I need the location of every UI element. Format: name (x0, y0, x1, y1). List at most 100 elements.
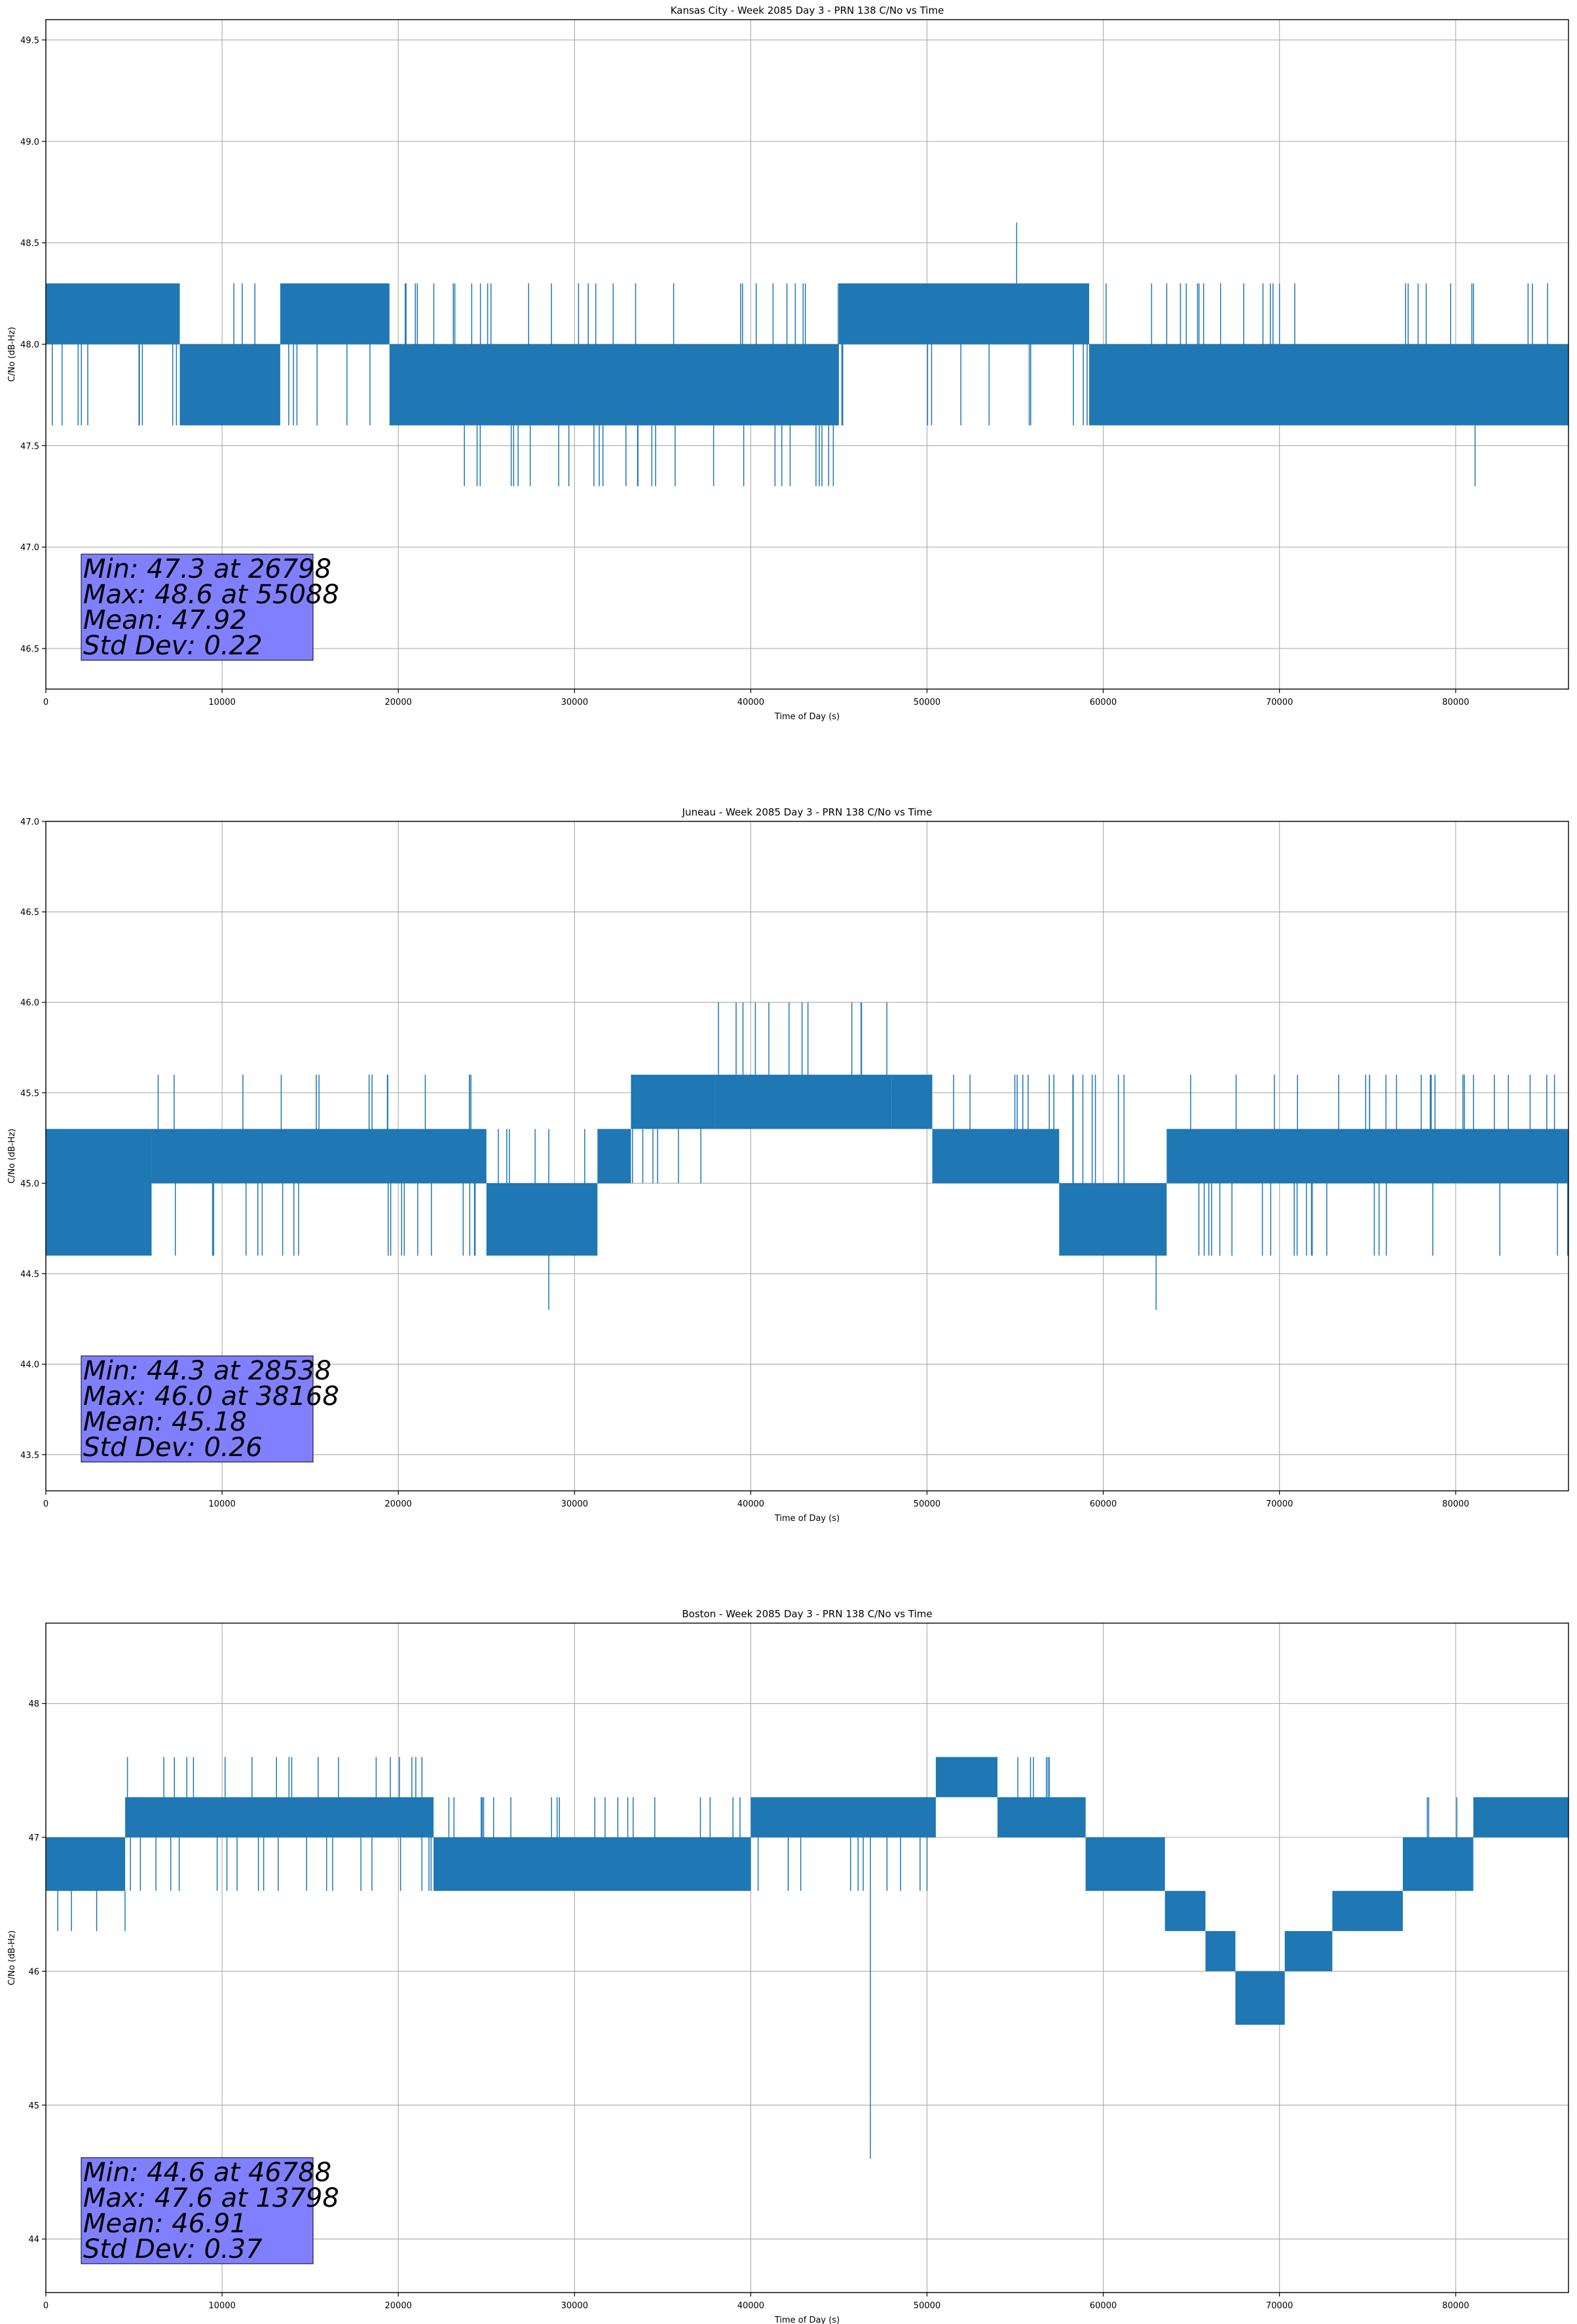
chart-title: Boston - Week 2085 Day 3 - PRN 138 C/No … (682, 1608, 932, 1620)
x-tick-label: 0 (43, 2301, 48, 2311)
y-tick-label: 46.0 (20, 998, 39, 1008)
data-toggles (448, 1797, 741, 1837)
y-tick-label: 47.0 (20, 817, 39, 827)
y-tick-label: 45.5 (20, 1089, 39, 1098)
y-axis-label: C/No (dB-Hz) (7, 1930, 17, 1985)
stats-line: Min: 44.3 at 28538 (83, 1356, 331, 1386)
y-tick-label: 47 (28, 1833, 39, 1843)
y-tick-label: 45 (28, 2101, 39, 2111)
x-tick-label: 80000 (1442, 2301, 1469, 2311)
y-tick-label: 46.5 (20, 908, 39, 918)
stats-line: Min: 44.6 at 46788 (83, 2158, 331, 2188)
y-tick-label: 47.5 (20, 441, 39, 451)
series-cno (46, 222, 1568, 487)
x-tick-label: 70000 (1266, 2301, 1293, 2311)
x-tick-label: 30000 (561, 2301, 588, 2311)
data-band (280, 283, 390, 345)
y-axis-label: C/No (dB-Hz) (7, 327, 17, 382)
y-tick-label: 44.5 (20, 1270, 39, 1280)
data-toggles (1072, 1074, 1125, 1184)
data-band (935, 1757, 998, 1797)
stats-line: Max: 47.6 at 13798 (83, 2183, 339, 2213)
chart-juneau: 0 10000 20000 30000 40000 50000 60000 70000 8000… (7, 806, 1569, 1524)
x-tick-label: 20000 (385, 2301, 412, 2311)
data-band (1166, 1129, 1568, 1184)
stats-line: Std Dev: 0.26 (83, 1433, 263, 1463)
x-tick-label: 20000 (385, 1499, 412, 1509)
data-band (1059, 1183, 1167, 1256)
stats-line: Min: 47.3 at 26798 (83, 554, 331, 584)
x-axis-label: Time of Day (s) (774, 2315, 840, 2324)
stats-line: Mean: 46.91 (83, 2209, 247, 2239)
data-toggles (632, 1129, 701, 1184)
x-tick-label: 60000 (1090, 2301, 1117, 2311)
data-toggles (233, 283, 255, 345)
data-band (1089, 344, 1568, 426)
stats-line: Mean: 45.18 (83, 1407, 247, 1437)
data-band (751, 1797, 936, 1838)
data-band (1235, 1971, 1285, 2025)
stats-line: Std Dev: 0.37 (83, 2234, 263, 2264)
chart-title: Juneau - Week 2085 Day 3 - PRN 138 C/No … (682, 806, 933, 818)
data-band (125, 1797, 434, 1838)
data-band (597, 1129, 631, 1184)
y-tick-label: 48 (28, 1700, 39, 1710)
x-axis-label: Time of Day (s) (774, 1514, 840, 1524)
x-tick-label: 40000 (737, 1499, 764, 1509)
data-toggles (841, 344, 1088, 426)
y-tick-label: 47.0 (20, 543, 39, 553)
stats-line: Max: 48.6 at 55088 (83, 580, 339, 610)
chart-title: Kansas City - Week 2085 Day 3 - PRN 138 … (671, 5, 944, 16)
data-toggles (953, 1074, 1054, 1129)
y-tick-label: 48.5 (20, 239, 39, 249)
series-cno (46, 1002, 1568, 1310)
data-band (46, 283, 180, 345)
chart-kansas-city: 0 10000 20000 30000 40000 50000 60000 70000 8000… (7, 5, 1569, 722)
x-tick-label: 30000 (561, 698, 588, 707)
data-band (389, 344, 839, 426)
data-band (715, 1074, 892, 1129)
data-toggles (157, 1074, 476, 1256)
data-band (46, 1129, 152, 1256)
y-tick-label: 46.5 (20, 645, 39, 654)
data-toggles (288, 344, 371, 426)
stats-line: Max: 46.0 at 38168 (83, 1381, 339, 1412)
data-band (997, 1797, 1086, 1838)
plot-frame (45, 1622, 1569, 2293)
data-band (1284, 1931, 1333, 1972)
data-band (151, 1129, 487, 1184)
data-toggles (735, 1002, 887, 1075)
data-band (434, 1837, 751, 1891)
y-axis-label: C/No (dB-Hz) (7, 1129, 17, 1184)
x-tick-label: 50000 (914, 2301, 940, 2311)
x-tick-label: 0 (43, 1499, 48, 1509)
data-toggles (1426, 1797, 1458, 1837)
y-tick-label: 46 (28, 1967, 39, 1977)
x-tick-label: 80000 (1442, 1499, 1469, 1509)
data-band (179, 344, 280, 426)
data-band (891, 1074, 933, 1129)
x-tick-label: 70000 (1266, 1499, 1293, 1509)
data-band (631, 1074, 716, 1129)
data-band (932, 1129, 1060, 1184)
y-tick-label: 44.0 (20, 1360, 39, 1370)
x-tick-label: 60000 (1090, 698, 1117, 707)
data-band (1403, 1837, 1474, 1891)
x-tick-label: 10000 (208, 698, 235, 707)
x-tick-label: 50000 (914, 698, 940, 707)
x-tick-label: 20000 (385, 698, 412, 707)
x-tick-label: 10000 (208, 2301, 235, 2311)
data-band (1332, 1890, 1403, 1932)
y-tick-label: 49.5 (20, 36, 39, 46)
x-tick-label: 50000 (914, 1499, 940, 1509)
data-toggles (498, 1129, 585, 1184)
x-axis-label: Time of Day (s) (774, 712, 840, 722)
data-toggles (1190, 1074, 1568, 1256)
data-band (486, 1183, 598, 1256)
y-tick-label: 45.0 (20, 1179, 39, 1189)
x-tick-label: 60000 (1090, 1499, 1117, 1509)
data-toggles (404, 283, 839, 487)
data-toggles (57, 1890, 126, 1932)
stats-box (81, 1355, 314, 1463)
